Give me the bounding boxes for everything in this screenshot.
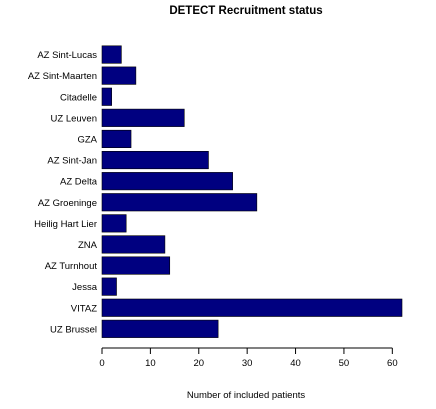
category-label-uz-brussel: UZ Brussel [50, 324, 97, 335]
x-tick-label: 20 [193, 358, 204, 369]
x-tick-label: 30 [242, 358, 253, 369]
bar-az-groeninge [101, 193, 258, 212]
bars-layer [101, 45, 403, 338]
bar-uz-leuven [101, 108, 185, 127]
category-labels: AZ Sint-Lucas AZ Sint-Maarten Citadelle UZ … [28, 50, 98, 335]
category-label-jessa: Jessa [72, 282, 98, 293]
category-label-az-turnhout: AZ Turnhout [45, 261, 98, 272]
bar-uz-brussel [101, 319, 219, 338]
category-label-citadelle: Citadelle [60, 92, 97, 103]
x-tick-label: 60 [387, 358, 398, 369]
bar-citadelle [101, 87, 112, 106]
bar-jessa [101, 277, 117, 296]
category-label-heilig-hart-lier: Heilig Hart Lier [34, 219, 97, 230]
bar-vitaz [101, 298, 403, 317]
category-label-az-groeninge: AZ Groeninge [38, 198, 97, 209]
x-axis: 0 10 20 30 40 50 60 [99, 347, 398, 369]
category-label-az-sint-lucas: AZ Sint-Lucas [37, 50, 97, 61]
bar-az-turnhout [101, 256, 171, 275]
category-label-az-sint-jan: AZ Sint-Jan [47, 156, 97, 167]
bar-heilig-hart-lier [101, 214, 127, 233]
category-label-zna: ZNA [78, 240, 98, 251]
category-label-uz-leuven: UZ Leuven [51, 113, 97, 124]
bar-az-delta [101, 172, 233, 191]
bar-zna [101, 235, 166, 254]
bar-az-sint-lucas [101, 45, 122, 64]
bar-az-sint-jan [101, 151, 209, 170]
x-tick-label: 50 [339, 358, 350, 369]
category-label-vitaz: VITAZ [71, 303, 97, 314]
category-label-az-delta: AZ Delta [60, 177, 98, 188]
x-tick-label: 10 [145, 358, 156, 369]
bar-gza [101, 129, 132, 148]
chart-title: DETECT Recruitment status [169, 5, 322, 17]
bar-az-sint-maarten [101, 66, 137, 85]
category-label-gza: GZA [77, 134, 97, 145]
x-tick-label: 0 [99, 358, 104, 369]
category-label-az-sint-maarten: AZ Sint-Maarten [28, 71, 97, 82]
x-ticks: 0 10 20 30 40 50 60 [99, 348, 398, 369]
x-tick-label: 40 [290, 358, 301, 369]
x-axis-label: Number of included patients [187, 390, 306, 401]
